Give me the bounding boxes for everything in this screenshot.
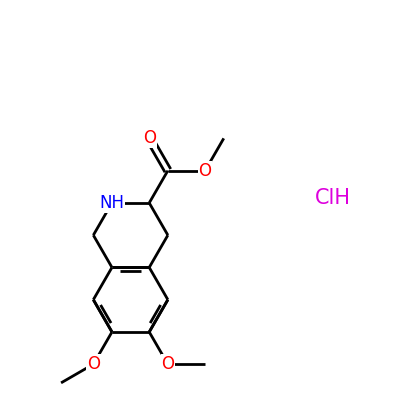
Text: O: O <box>199 162 212 180</box>
Text: O: O <box>161 355 174 373</box>
Text: NH: NH <box>99 194 125 212</box>
Text: O: O <box>143 129 156 147</box>
Text: ClH: ClH <box>315 188 351 209</box>
Text: O: O <box>87 355 100 373</box>
